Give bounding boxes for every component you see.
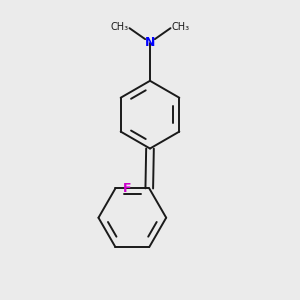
Text: F: F	[123, 182, 131, 195]
Text: CH₃: CH₃	[172, 22, 190, 32]
Text: CH₃: CH₃	[110, 22, 128, 32]
Text: N: N	[145, 36, 155, 49]
